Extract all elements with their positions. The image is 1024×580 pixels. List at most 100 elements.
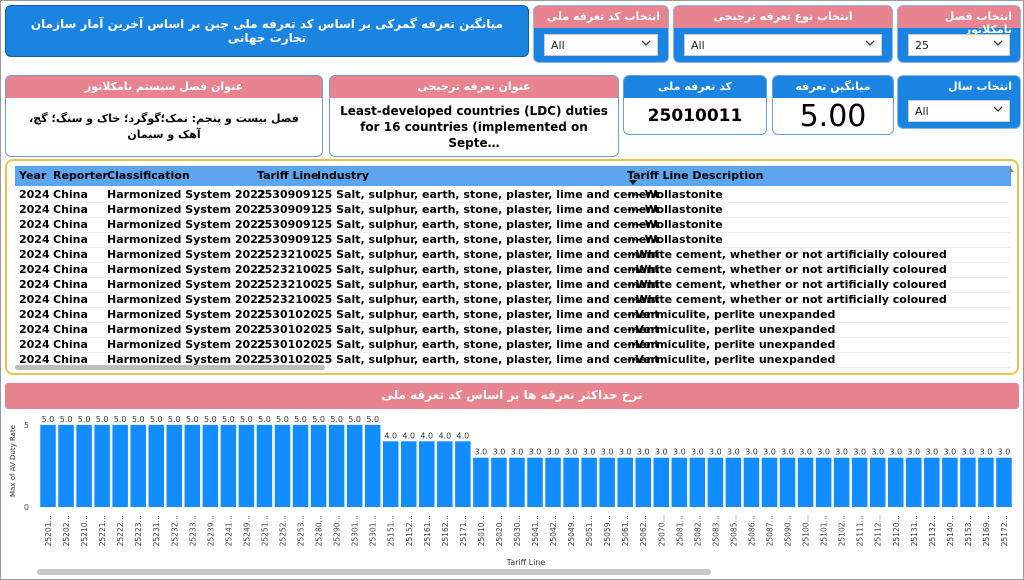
col-header-classification[interactable]: Classification <box>107 169 190 182</box>
data-label: 5.0 <box>42 415 55 424</box>
bar-chart: Max of AV Duty Rate 0 5 5.0 25201… 5.0 25202… 5… <box>9 415 1012 567</box>
bar <box>671 457 688 507</box>
x-tick-label: 25210… <box>80 515 89 546</box>
chapter-title-value: فصل بیست و پنجم: نمک؛گوگرد؛ خاک و سنگ؛ گ… <box>29 112 299 141</box>
table-row[interactable]: 2024 China Harmonized System 2022 25309091 2… <box>15 233 1011 248</box>
bar <box>58 424 74 507</box>
data-label: 3.0 <box>691 448 704 457</box>
table-row[interactable]: 2024 China Harmonized System 2022 25309091 2… <box>15 218 1011 233</box>
table-row[interactable]: 2024 China Harmonized System 2022 25309091 2… <box>15 203 1011 218</box>
pref-type-dropdown[interactable]: All <box>684 34 882 56</box>
col-header-industry[interactable]: Industry <box>317 169 370 182</box>
x-tick-label: 25239… <box>206 515 215 546</box>
cell-industry: 25 Salt, sulphur, earth, stone, plaster,… <box>317 308 660 321</box>
table-row[interactable]: 2024 China Harmonized System 2022 25301020 2… <box>15 308 1011 323</box>
x-tick-label: 25111… <box>856 515 865 546</box>
cell-year: 2024 <box>19 188 50 201</box>
table-row[interactable]: 2024 China Harmonized System 2022 25232100 2… <box>15 263 1011 278</box>
cell-year: 2024 <box>19 248 50 261</box>
x-tick-label: 25201… <box>44 515 53 546</box>
national-code-dropdown[interactable]: All <box>544 34 658 56</box>
x-tick-label: 25161… <box>423 515 432 546</box>
table-row[interactable]: 2024 China Harmonized System 2022 25232100 2… <box>15 278 1011 293</box>
cell-reporter: China <box>53 188 88 201</box>
cell-tariff-line: 25309091 <box>257 233 319 246</box>
bar <box>599 457 615 507</box>
data-label: 3.0 <box>547 448 560 457</box>
cell-description: --White cement, whether or not artificia… <box>627 263 947 276</box>
data-label: 3.0 <box>727 448 740 457</box>
bar <box>960 457 976 507</box>
year-dropdown[interactable]: All <box>908 100 1010 122</box>
cell-reporter: China <box>53 338 88 351</box>
bar <box>274 424 291 507</box>
col-header-tariff-line[interactable]: Tariff Line <box>257 169 319 182</box>
x-tick-label: 25231… <box>152 515 161 546</box>
col-header-year[interactable]: Year <box>19 169 47 182</box>
data-label: 5.0 <box>60 415 73 424</box>
bar <box>581 457 597 507</box>
x-tick-label: 25253… <box>297 515 306 546</box>
x-tick-label: 25252… <box>279 515 288 546</box>
tariff-table[interactable]: Year Reporter Classification Tariff Line… <box>5 159 1019 375</box>
x-tick-label: 25100… <box>802 515 811 546</box>
x-tick-label: 25221… <box>98 515 107 546</box>
x-tick-label: 25280… <box>315 515 324 546</box>
x-tick-label: 25102… <box>838 515 847 546</box>
x-tick-label: 25249… <box>242 515 251 546</box>
cell-reporter: China <box>53 308 88 321</box>
pref-type-slicer[interactable]: انتخاب نوع تعرفه ترجیحی All <box>673 5 893 63</box>
col-header-reporter[interactable]: Reporter <box>53 169 108 182</box>
data-label: 3.0 <box>998 448 1011 457</box>
bar <box>527 457 543 507</box>
national-code-slicer[interactable]: انتخاب کد تعرفه ملی All <box>533 5 669 63</box>
col-header-description[interactable]: Tariff Line Description <box>627 169 764 182</box>
data-label: 5.0 <box>114 415 127 424</box>
bar <box>563 457 579 507</box>
data-label: 3.0 <box>673 448 686 457</box>
data-label: 3.0 <box>511 448 524 457</box>
cell-tariff-line: 25309091 <box>257 218 319 231</box>
card-label: عنوان فصل سیستم نامکلاتور <box>6 76 322 98</box>
chapter-slicer[interactable]: انتخاب فصل نامکلاتور 25 <box>897 5 1021 63</box>
table-row[interactable]: 2024 China Harmonized System 2022 25232100 2… <box>15 293 1011 308</box>
table-row[interactable]: 2024 China Harmonized System 2022 25301020 2… <box>15 338 1011 353</box>
card-label: کد تعرفه ملی <box>624 76 766 98</box>
chapter-dropdown[interactable]: 25 <box>908 34 1010 56</box>
x-tick-label: 25062… <box>639 515 648 546</box>
table-row[interactable]: 2024 China Harmonized System 2022 25232100 2… <box>15 248 1011 263</box>
table-row[interactable]: 2024 China Harmonized System 2022 25301020 2… <box>15 323 1011 338</box>
cell-description: --Vermiculite, perlite unexpanded <box>627 353 836 366</box>
bar <box>401 441 417 507</box>
cell-industry: 25 Salt, sulphur, earth, stone, plaster,… <box>317 188 660 201</box>
data-label: 3.0 <box>763 448 776 457</box>
cell-classification: Harmonized System 2022 <box>107 248 266 261</box>
slicer-label: انتخاب نوع تعرفه ترجیحی <box>674 6 892 28</box>
chevron-down-icon <box>993 40 1003 46</box>
chart-horizontal-scrollbar[interactable] <box>37 569 711 575</box>
bar <box>310 424 327 507</box>
data-label: 4.0 <box>438 431 451 440</box>
x-tick-label: 25070… <box>657 515 666 546</box>
table-row[interactable]: 2024 China Harmonized System 2022 25309091 2… <box>15 188 1011 203</box>
cell-classification: Harmonized System 2022 <box>107 353 266 366</box>
vertical-scroll-up-icon[interactable] <box>1008 167 1014 173</box>
cell-classification: Harmonized System 2022 <box>107 233 266 246</box>
data-label: 5.0 <box>168 415 181 424</box>
table-row[interactable]: 2024 China Harmonized System 2022 25301020 2… <box>15 353 1011 368</box>
cell-year: 2024 <box>19 293 50 306</box>
x-tick-label: 25169… <box>982 515 991 546</box>
x-tick-label: 25232… <box>170 515 179 546</box>
data-label: 3.0 <box>799 448 812 457</box>
pref-title-card: عنوان تعرفه ترجیحی Least-developed count… <box>329 75 619 157</box>
x-tick-label: 25132… <box>928 515 937 546</box>
horizontal-scrollbar[interactable] <box>15 365 325 370</box>
cell-description: ----Wollastonite <box>627 203 723 216</box>
cell-description: ----Wollastonite <box>627 233 723 246</box>
cell-description: --White cement, whether or not artificia… <box>627 278 947 291</box>
cell-industry: 25 Salt, sulphur, earth, stone, plaster,… <box>317 263 660 276</box>
cell-description: ----Wollastonite <box>627 218 723 231</box>
year-slicer[interactable]: انتخاب سال All <box>897 75 1021 129</box>
x-tick-label: 25090… <box>784 515 793 546</box>
bar <box>166 424 183 507</box>
